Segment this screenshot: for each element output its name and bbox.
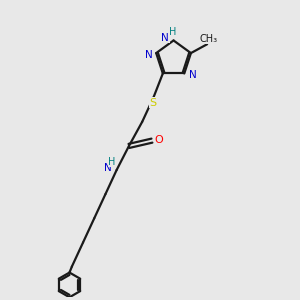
Text: S: S bbox=[149, 98, 156, 108]
Text: N: N bbox=[104, 163, 112, 173]
Text: N: N bbox=[161, 32, 169, 43]
Text: N: N bbox=[145, 50, 153, 60]
Text: N: N bbox=[189, 70, 196, 80]
Text: CH₃: CH₃ bbox=[200, 34, 217, 44]
Text: O: O bbox=[154, 135, 163, 145]
Text: H: H bbox=[169, 27, 177, 37]
Text: H: H bbox=[108, 157, 116, 167]
